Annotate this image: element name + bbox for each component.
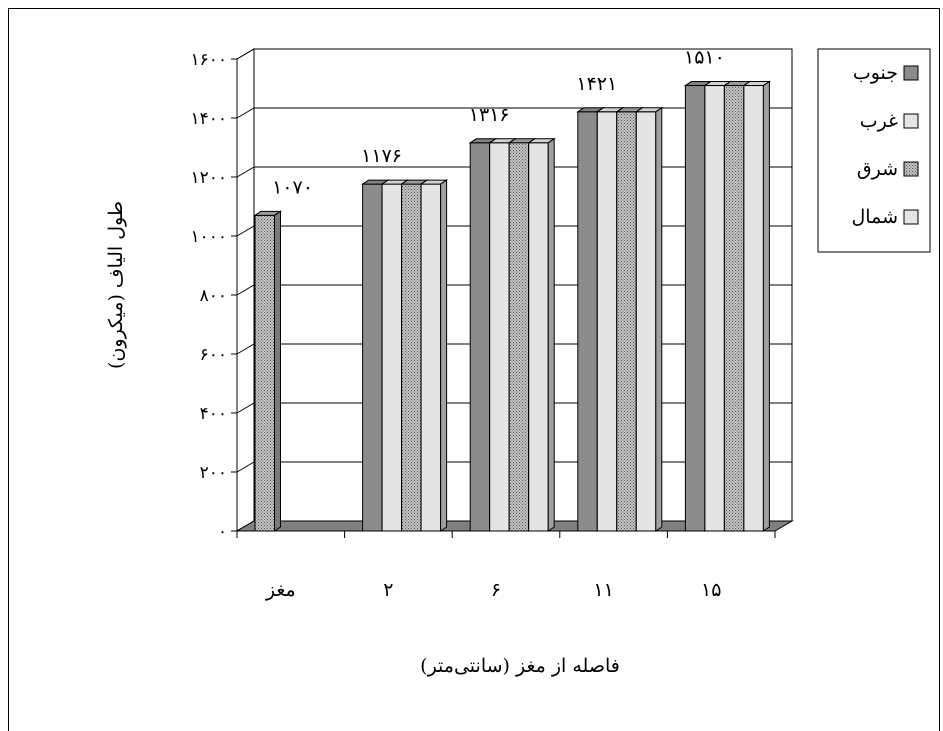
legend-label: شرق	[857, 158, 898, 180]
bar-شمال	[420, 183, 442, 532]
x-tick-label: ۱۱	[593, 579, 613, 601]
bar-side	[440, 179, 448, 532]
legend-label: جنوب	[853, 62, 898, 84]
bar-شمال	[528, 142, 549, 532]
y-axis-label: طول الیاف (میکرون)	[105, 201, 127, 369]
y-tick-label: ۱۰۰۰	[190, 227, 227, 247]
bar-غرب	[704, 85, 725, 532]
legend-swatch	[903, 65, 919, 81]
y-tick-label: ۴۰۰	[200, 404, 227, 424]
y-tick-label: ۱۲۰۰	[190, 168, 227, 188]
gridline-side	[236, 107, 255, 119]
bar-شمال	[635, 111, 657, 532]
x-axis-label: فاصله از مغز (سانتی‌متر)	[420, 655, 620, 677]
data-label: ۱۳۱۶	[469, 104, 510, 126]
bar-side	[655, 106, 663, 532]
legend-swatch	[903, 209, 919, 225]
x-tick-label: مغز	[265, 579, 296, 601]
bar-غرب	[381, 183, 403, 532]
x-tick-label: ۲	[383, 579, 393, 601]
y-tick-label: ۱۴۰۰	[190, 109, 227, 129]
bar-جنوب	[577, 111, 598, 532]
data-label: ۱۰۷۰	[272, 176, 313, 198]
gridline-side	[236, 48, 255, 60]
legend-label: غرب	[860, 110, 898, 132]
x-tick-label: ۶	[491, 579, 501, 601]
bar-شرق	[616, 111, 637, 532]
bar-شرق	[723, 85, 745, 532]
data-label: ۱۱۷۶	[361, 145, 402, 167]
gridline-side	[236, 166, 255, 178]
y-tick-label: ۸۰۰	[200, 286, 227, 306]
y-tick-label: ۶۰۰	[200, 345, 227, 365]
bar-شرق	[508, 142, 530, 532]
bar-غرب	[596, 111, 618, 532]
gridline-side	[236, 343, 255, 355]
bar-side	[762, 80, 770, 532]
gridline-side	[236, 225, 255, 237]
legend-swatch	[903, 113, 919, 129]
y-tick-label: ۲۰۰	[200, 463, 227, 483]
bar-side	[547, 137, 555, 532]
x-tick-label: ۱۵	[701, 579, 721, 601]
bar-جنوب	[684, 85, 706, 532]
legend: جنوب غرب شرق شمال	[817, 48, 931, 253]
bar-جنوب	[469, 142, 491, 532]
bar-شرق	[254, 214, 275, 532]
bar-شمال	[743, 85, 764, 532]
y-tick-label: ۰	[218, 522, 227, 542]
gridline-side	[236, 402, 255, 414]
y-tick-label: ۱۶۰۰	[190, 50, 227, 70]
bar-شرق	[401, 183, 422, 532]
legend-swatch	[903, 161, 919, 177]
legend-label: شمال	[852, 206, 899, 228]
data-label: ۱۵۱۰	[684, 47, 725, 69]
chart-frame	[8, 8, 940, 731]
data-label: ۱۴۲۱	[576, 73, 617, 95]
bar-غرب	[489, 142, 510, 532]
gridline-side	[236, 461, 255, 473]
bar-جنوب	[362, 183, 383, 532]
gridline-side	[236, 284, 255, 296]
bar-side	[274, 210, 281, 532]
